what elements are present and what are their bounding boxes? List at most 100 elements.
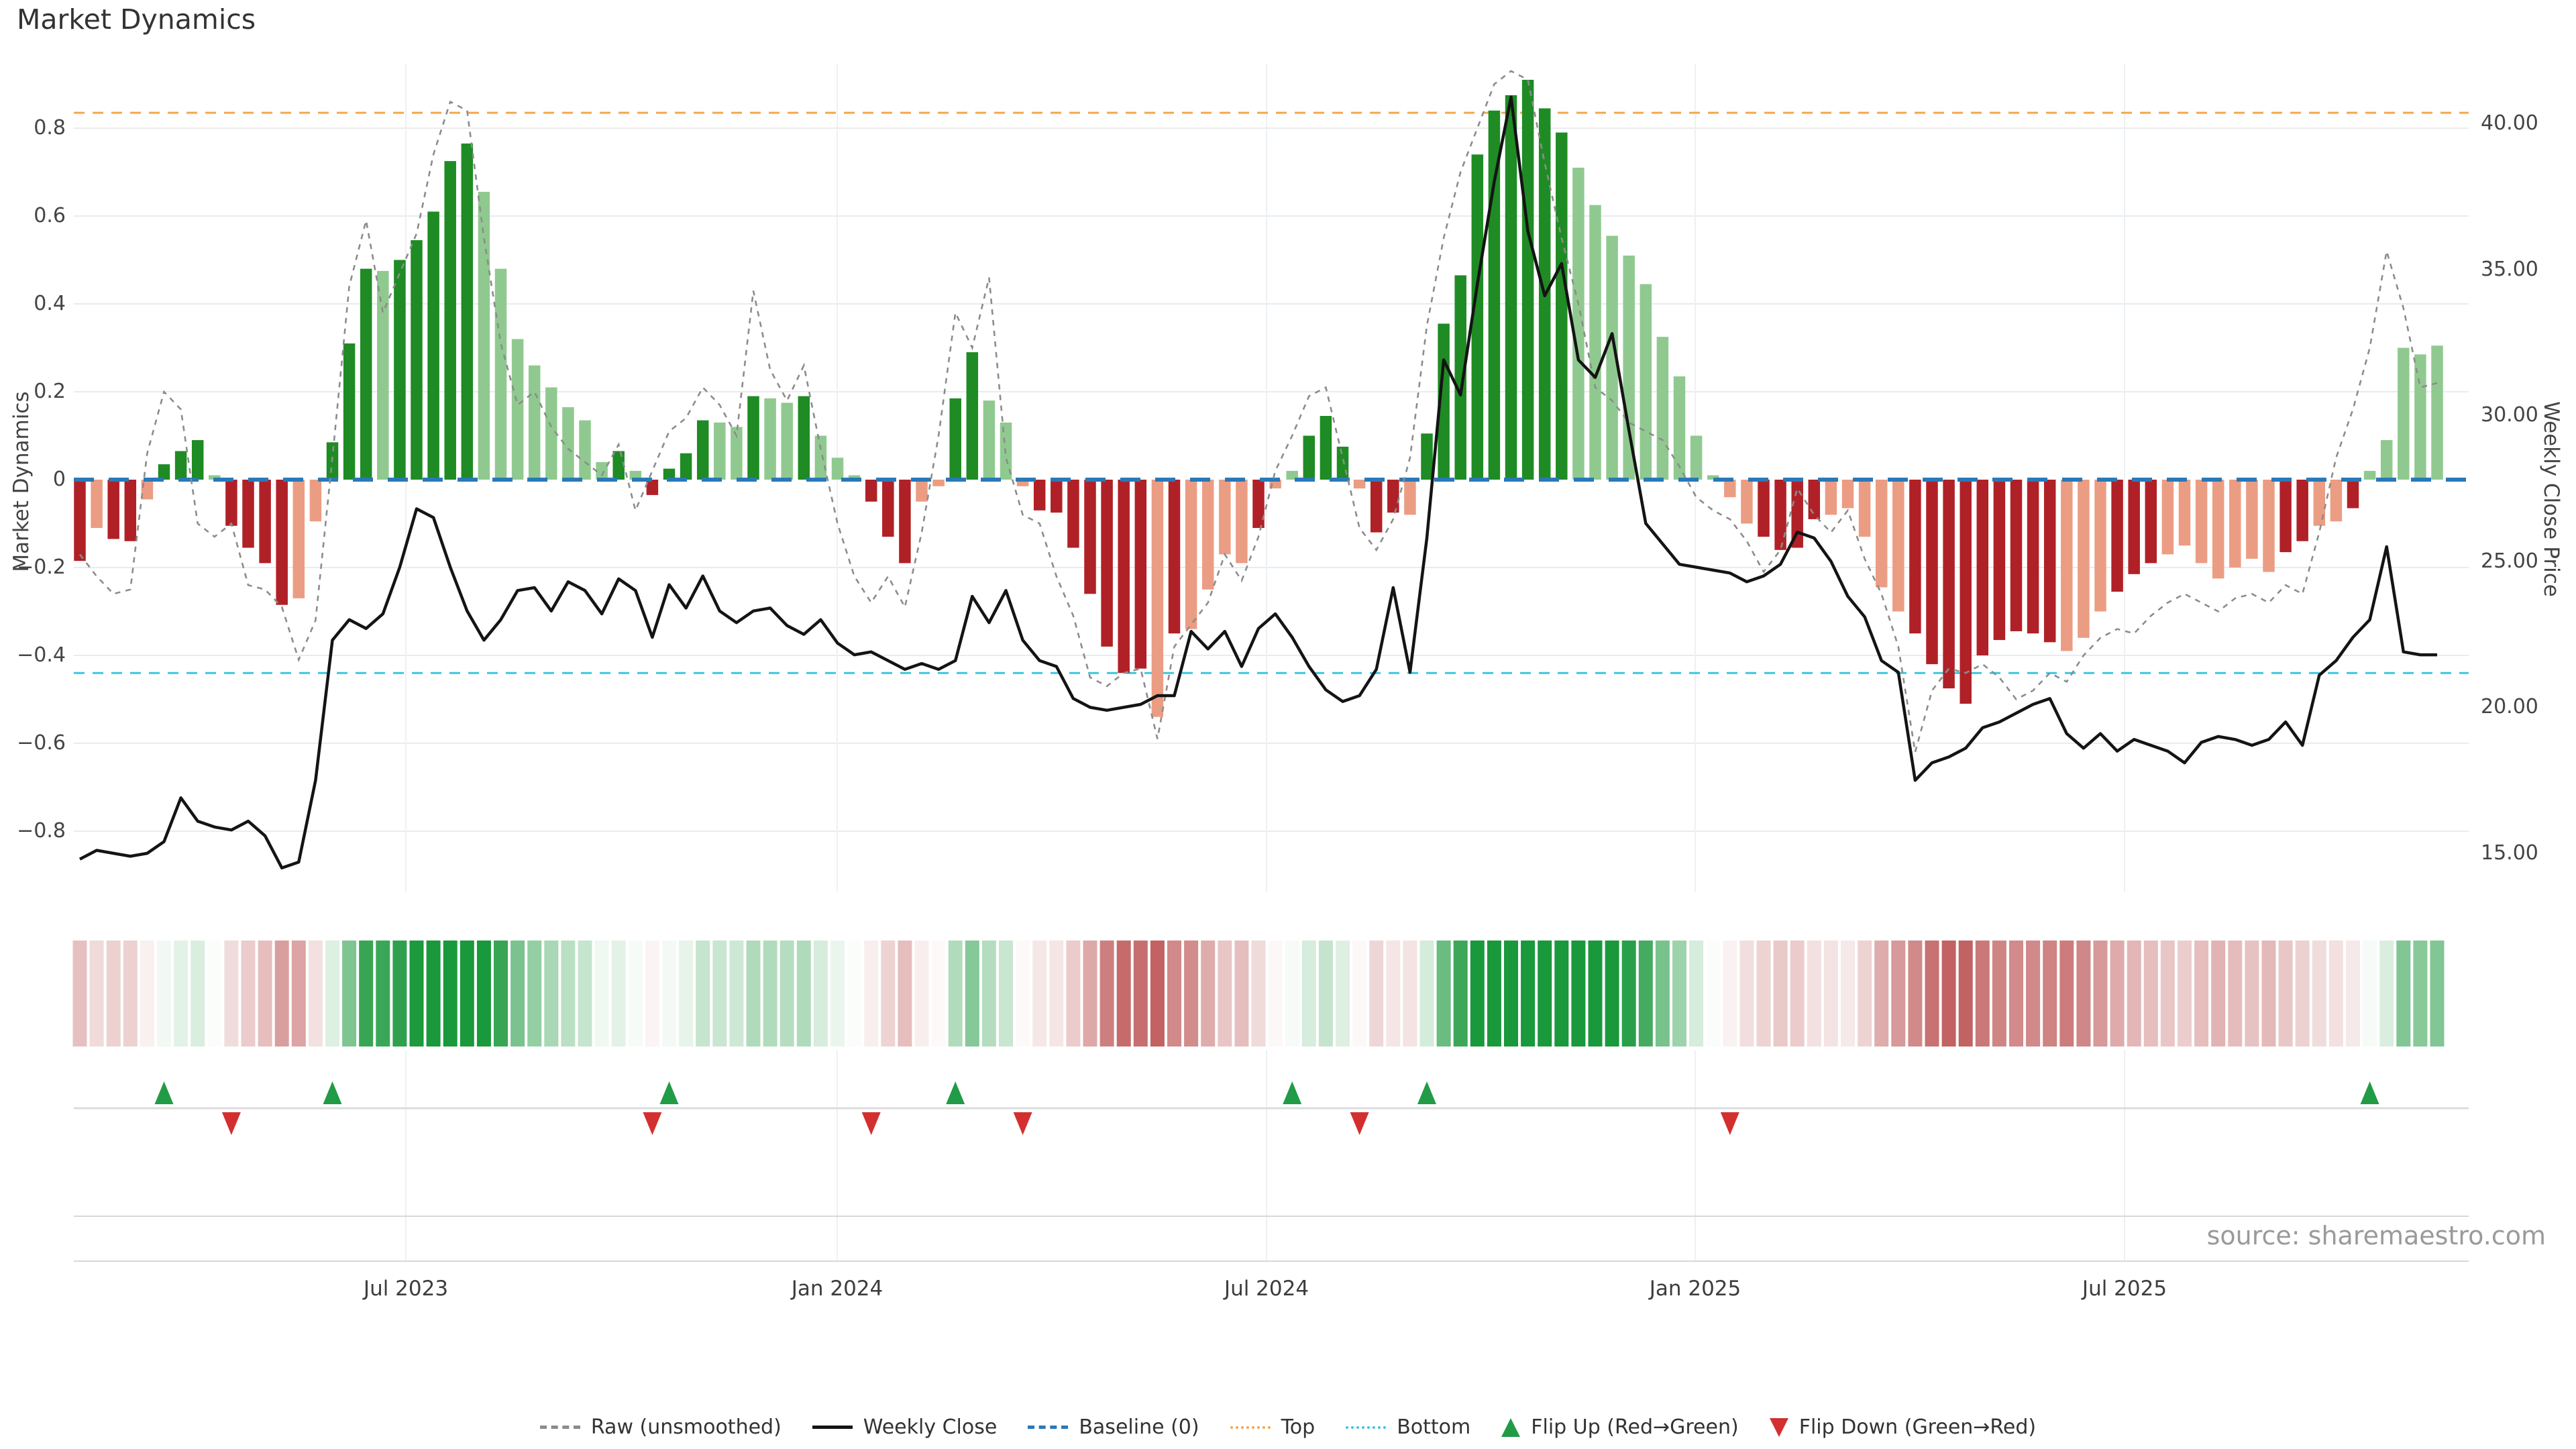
oscillator-bar <box>2178 480 2191 546</box>
oscillator-bar <box>1421 433 1433 480</box>
heatmap-cell <box>1790 941 1805 1046</box>
heatmap-cell <box>1841 941 1855 1046</box>
oscillator-bar <box>528 365 541 480</box>
flip-up-icon <box>1501 1417 1521 1437</box>
heatmap-cell <box>1739 941 1754 1046</box>
heatmap-cell <box>376 941 390 1046</box>
oscillator-bar <box>1303 435 1316 480</box>
heatmap-cell <box>2127 941 2141 1046</box>
heatmap-cell <box>2178 941 2192 1046</box>
legend-label: Bottom <box>1397 1415 1471 1439</box>
heatmap-cell <box>1352 941 1367 1046</box>
legend-item[interactable]: Flip Up (Red→Green) <box>1501 1415 1739 1439</box>
right-tick-label: 35.00 <box>2481 257 2538 281</box>
flip-down-marker <box>643 1112 662 1135</box>
oscillator-bar <box>2078 480 2090 638</box>
left-tick-label: 0.2 <box>34 380 66 403</box>
right-tick-label: 20.00 <box>2481 695 2538 719</box>
oscillator-bar <box>2010 480 2023 631</box>
heatmap-cell <box>561 941 576 1046</box>
heatmap-cell <box>544 941 559 1046</box>
heatmap-cell <box>1184 941 1199 1046</box>
flip-down-icon <box>1769 1417 1788 1437</box>
oscillator-bar <box>2195 480 2208 564</box>
heatmap-cell <box>1941 941 1956 1046</box>
oscillator-bar <box>714 422 726 480</box>
heatmap-cell <box>325 941 339 1046</box>
heatmap-cell <box>1285 941 1299 1046</box>
heatmap-cell <box>914 941 929 1046</box>
oscillator-bar <box>1454 275 1466 480</box>
heatmap-cell <box>308 941 323 1046</box>
heatmap-cell <box>2160 941 2175 1046</box>
heatmap-cell <box>1689 941 1704 1046</box>
heatmap-cell <box>1150 941 1165 1046</box>
oscillator-bar <box>1741 480 1753 524</box>
source-note: source: sharemaestro.com <box>2206 1221 2546 1250</box>
oscillator-bar <box>444 161 456 480</box>
legend-item[interactable]: Baseline (0) <box>1028 1415 1199 1439</box>
heatmap-cell <box>1638 941 1653 1046</box>
legend-item[interactable]: Raw (unsmoothed) <box>539 1415 782 1439</box>
heatmap-cell <box>932 941 946 1046</box>
heatmap-cell <box>2043 941 2057 1046</box>
oscillator-bar <box>276 480 288 605</box>
oscillator-bar <box>2263 480 2275 572</box>
heatmap-cell <box>1487 941 1501 1046</box>
heatmap-cell <box>1773 941 1788 1046</box>
oscillator-bar <box>663 468 676 480</box>
heatmap-cell <box>2312 941 2326 1046</box>
oscillator-bar <box>1556 132 1568 480</box>
heatmap-cell <box>1521 941 1536 1046</box>
legend-item[interactable]: Top <box>1230 1415 1315 1439</box>
heatmap-cell <box>1369 941 1384 1046</box>
heatmap-cell <box>1672 941 1686 1046</box>
oscillator-bar <box>1370 480 1383 533</box>
legend-item[interactable]: Flip Down (Green→Red) <box>1769 1415 2036 1439</box>
oscillator-bar <box>1084 480 1096 594</box>
heatmap-cell <box>578 941 592 1046</box>
oscillator-bar <box>1606 235 1618 480</box>
heatmap-cell <box>1049 941 1064 1046</box>
legend-label: Baseline (0) <box>1079 1415 1199 1439</box>
heatmap-cell <box>89 941 104 1046</box>
heatmap-cell <box>460 941 474 1046</box>
heatmap-cell <box>1858 941 1872 1046</box>
heatmap-cell <box>2295 941 2310 1046</box>
oscillator-bar <box>1589 205 1601 480</box>
heatmap-cell <box>258 941 272 1046</box>
flip-down-marker <box>1013 1112 1032 1135</box>
legend-line-sample-icon <box>1028 1426 1069 1429</box>
oscillator-bar <box>2330 480 2343 522</box>
oscillator-bar <box>1841 480 1854 508</box>
oscillator-bar <box>545 387 557 480</box>
heatmap-cell <box>679 941 694 1046</box>
heatmap-cell <box>830 941 845 1046</box>
legend-item[interactable]: Bottom <box>1346 1415 1470 1439</box>
oscillator-bar <box>1505 95 1517 480</box>
oscillator-bar <box>949 398 961 480</box>
oscillator-bar <box>2229 480 2241 568</box>
heatmap-cell <box>1234 941 1249 1046</box>
left-tick-label: 0.4 <box>34 292 66 315</box>
heatmap-cell <box>2413 941 2428 1046</box>
heatmap-cell <box>1823 941 1838 1046</box>
heatmap-cell <box>2363 941 2377 1046</box>
left-tick-label: 0.8 <box>34 116 66 140</box>
heatmap-cell <box>2059 941 2074 1046</box>
heatmap-cell <box>1066 941 1081 1046</box>
oscillator-bar <box>259 480 271 564</box>
heatmap-cell <box>2328 941 2343 1046</box>
heatmap-cell <box>981 941 996 1046</box>
oscillator-bar <box>2027 480 2039 634</box>
legend-item[interactable]: Weekly Close <box>812 1415 997 1439</box>
legend-label: Flip Up (Red→Green) <box>1531 1415 1739 1439</box>
oscillator-bar <box>1960 480 1972 704</box>
x-tick-label: Jul 2025 <box>2082 1277 2167 1301</box>
oscillator-bar <box>1118 480 1130 674</box>
heatmap-cell <box>1975 941 1990 1046</box>
oscillator-bar <box>2161 480 2174 555</box>
heatmap-cell <box>847 941 861 1046</box>
oscillator-bar <box>781 402 793 480</box>
page-title: Market Dynamics <box>17 3 256 36</box>
